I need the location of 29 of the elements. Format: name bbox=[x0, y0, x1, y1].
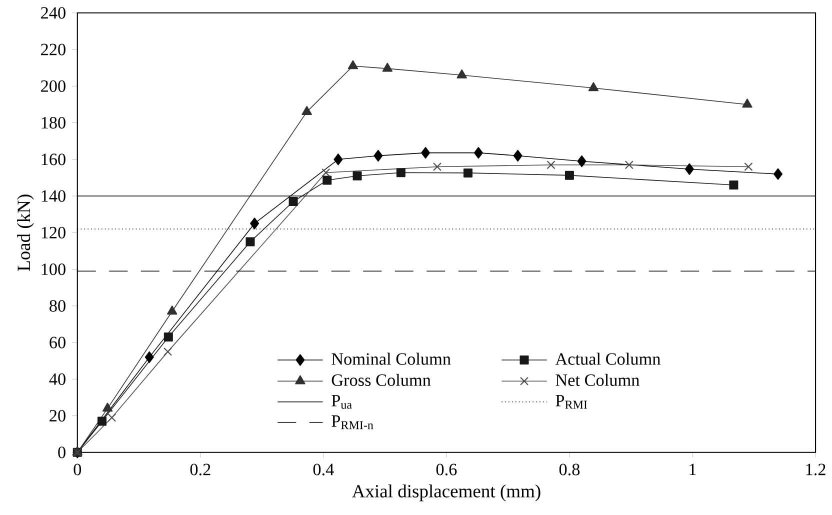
y-tick-label: 160 bbox=[42, 154, 66, 166]
y-tick-label: 80 bbox=[50, 300, 66, 312]
x-tick-label: 0.4 bbox=[313, 464, 334, 476]
x-tick-label: 1 bbox=[690, 464, 696, 476]
legend-label: P$_{RMI-n}$ bbox=[332, 415, 374, 430]
x-axis-title: Axial displacement (mm) bbox=[352, 484, 540, 502]
x-tick-label: 0.8 bbox=[559, 464, 580, 476]
y-tick-label: 220 bbox=[41, 44, 66, 56]
y-tick-label: 40 bbox=[49, 373, 66, 385]
y-tick-label: 140 bbox=[42, 190, 66, 202]
x-tick-label: 0.6 bbox=[436, 464, 457, 476]
legend-label: Actual Column bbox=[555, 352, 660, 365]
x-tick-label: 0.2 bbox=[190, 464, 210, 476]
y-tick-label: 20 bbox=[50, 410, 66, 422]
y-tick-label: 0 bbox=[58, 446, 66, 458]
y-tick-label: 120 bbox=[42, 226, 66, 238]
x-tick-label: 0 bbox=[74, 464, 82, 476]
legend-label: Nominal Column bbox=[332, 352, 451, 365]
x-tick-label: 1.2 bbox=[806, 464, 826, 476]
y-axis-title: Load (kN) bbox=[17, 194, 34, 271]
y-tick-label: 100 bbox=[42, 264, 66, 276]
legend-label: Gross Column bbox=[332, 374, 431, 386]
y-tick-label: 180 bbox=[42, 117, 66, 129]
y-tick-label: 240 bbox=[41, 7, 66, 19]
y-tick-label: 200 bbox=[41, 80, 66, 92]
y-tick-label: 60 bbox=[50, 336, 66, 348]
legend-label: P$_{ua}$ bbox=[332, 395, 352, 409]
legend-label: P$_{RMI}$ bbox=[556, 395, 588, 409]
legend-label: Net Column bbox=[556, 374, 640, 386]
